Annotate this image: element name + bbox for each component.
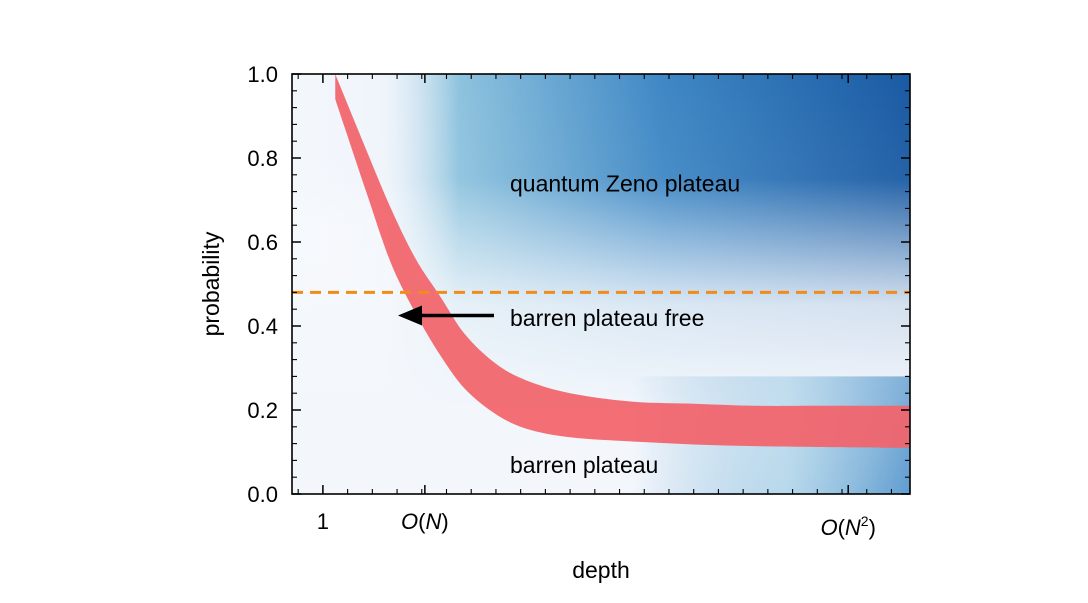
y-tick-label: 0.4 [247, 314, 278, 339]
label-barren-plateau: barren plateau [510, 452, 658, 478]
annotations: quantum Zeno plateau barren plateau free… [398, 171, 740, 478]
y-tick-label: 0.6 [247, 230, 278, 255]
y-tick-label: 0.8 [247, 146, 278, 171]
probability-band [335, 74, 910, 448]
y-axis-title: probability [198, 231, 224, 336]
label-barren-plateau-free: barren plateau free [510, 305, 704, 331]
axes [291, 73, 911, 495]
x-tick-label-order-n2: O(N2) [820, 513, 875, 540]
plot-background [292, 74, 910, 494]
x-tick-label-order-n: O(N) [401, 509, 449, 534]
plot-frame [291, 73, 911, 495]
y-tick-label: 1.0 [247, 62, 278, 87]
y-tick-label: 0.0 [247, 482, 278, 507]
y-axis-ticks: 0.0 0.2 0.4 0.6 0.8 1.0 [247, 62, 910, 507]
label-quantum-zeno-plateau: quantum Zeno plateau [510, 171, 740, 197]
x-tick-label-1: 1 [317, 509, 329, 534]
x-axis-ticks: 1 O(N) O(N2) [297, 74, 893, 540]
x-axis-title: depth [572, 557, 630, 583]
y-tick-label: 0.2 [247, 398, 278, 423]
band-area [335, 74, 910, 448]
arrow-head [398, 305, 422, 326]
